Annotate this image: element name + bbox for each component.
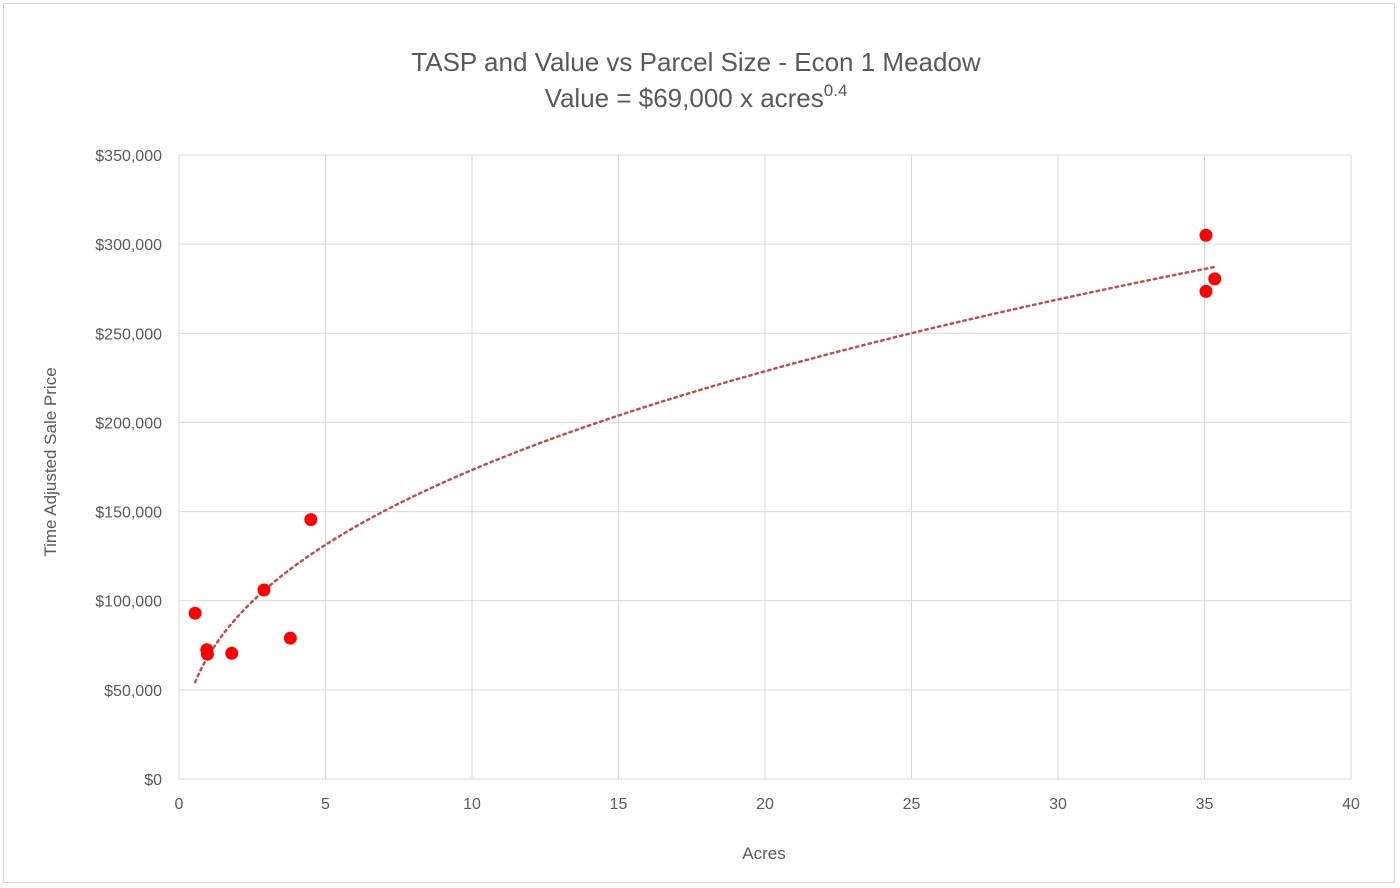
data-point — [257, 583, 271, 597]
data-point — [1199, 228, 1213, 242]
scatter-chart: 0 5 10 15 20 25 30 35 40 $0 $50,000 $100,000 $150,00… — [41, 47, 1360, 863]
x-tick-label: 5 — [321, 796, 330, 813]
subtitle-exponent: 0.4 — [824, 81, 848, 100]
data-point — [304, 513, 318, 527]
data-point — [1208, 272, 1222, 286]
x-tick-label: 20 — [756, 796, 774, 813]
y-tick-label: $250,000 — [95, 326, 162, 343]
gridlines — [178, 154, 1352, 780]
y-axis-title: Time Adjusted Sale Price — [41, 367, 60, 556]
x-tick-label: 10 — [463, 796, 481, 813]
x-axis-title: Acres — [742, 844, 785, 863]
x-tick-label: 25 — [903, 796, 921, 813]
subtitle-formula: Value = $69,000 x acres — [545, 83, 824, 113]
x-tick-label: 40 — [1342, 796, 1360, 813]
y-tick-label: $200,000 — [95, 415, 162, 432]
y-tick-label: $0 — [144, 772, 162, 789]
x-tick-label: 0 — [175, 796, 184, 813]
power-trendline — [193, 265, 1217, 684]
x-tick-label: 35 — [1196, 796, 1214, 813]
y-tick-label: $350,000 — [95, 148, 162, 165]
trendline-layer — [193, 265, 1217, 684]
y-tick-label: $100,000 — [95, 594, 162, 611]
data-point — [283, 631, 297, 645]
chart-area: 0 5 10 15 20 25 30 35 40 $0 $50,000 $100,000 $150,00… — [3, 3, 1395, 883]
x-tick-label: 30 — [1049, 796, 1067, 813]
y-tick-label: $150,000 — [95, 505, 162, 522]
data-points — [188, 228, 1222, 661]
y-tick-label: $50,000 — [104, 683, 162, 700]
data-point — [1199, 284, 1213, 298]
x-tick-label: 15 — [610, 796, 628, 813]
data-point — [200, 647, 214, 661]
tick-labels: 0 5 10 15 20 25 30 35 40 $0 $50,000 $100,000 $150,00… — [95, 148, 1360, 813]
chart-subtitle: Value = $69,000 x acres0.4 — [545, 81, 848, 113]
y-tick-label: $300,000 — [95, 237, 162, 254]
data-point — [188, 606, 202, 620]
chart-title: TASP and Value vs Parcel Size - Econ 1 M… — [411, 47, 981, 77]
data-point — [225, 646, 239, 660]
